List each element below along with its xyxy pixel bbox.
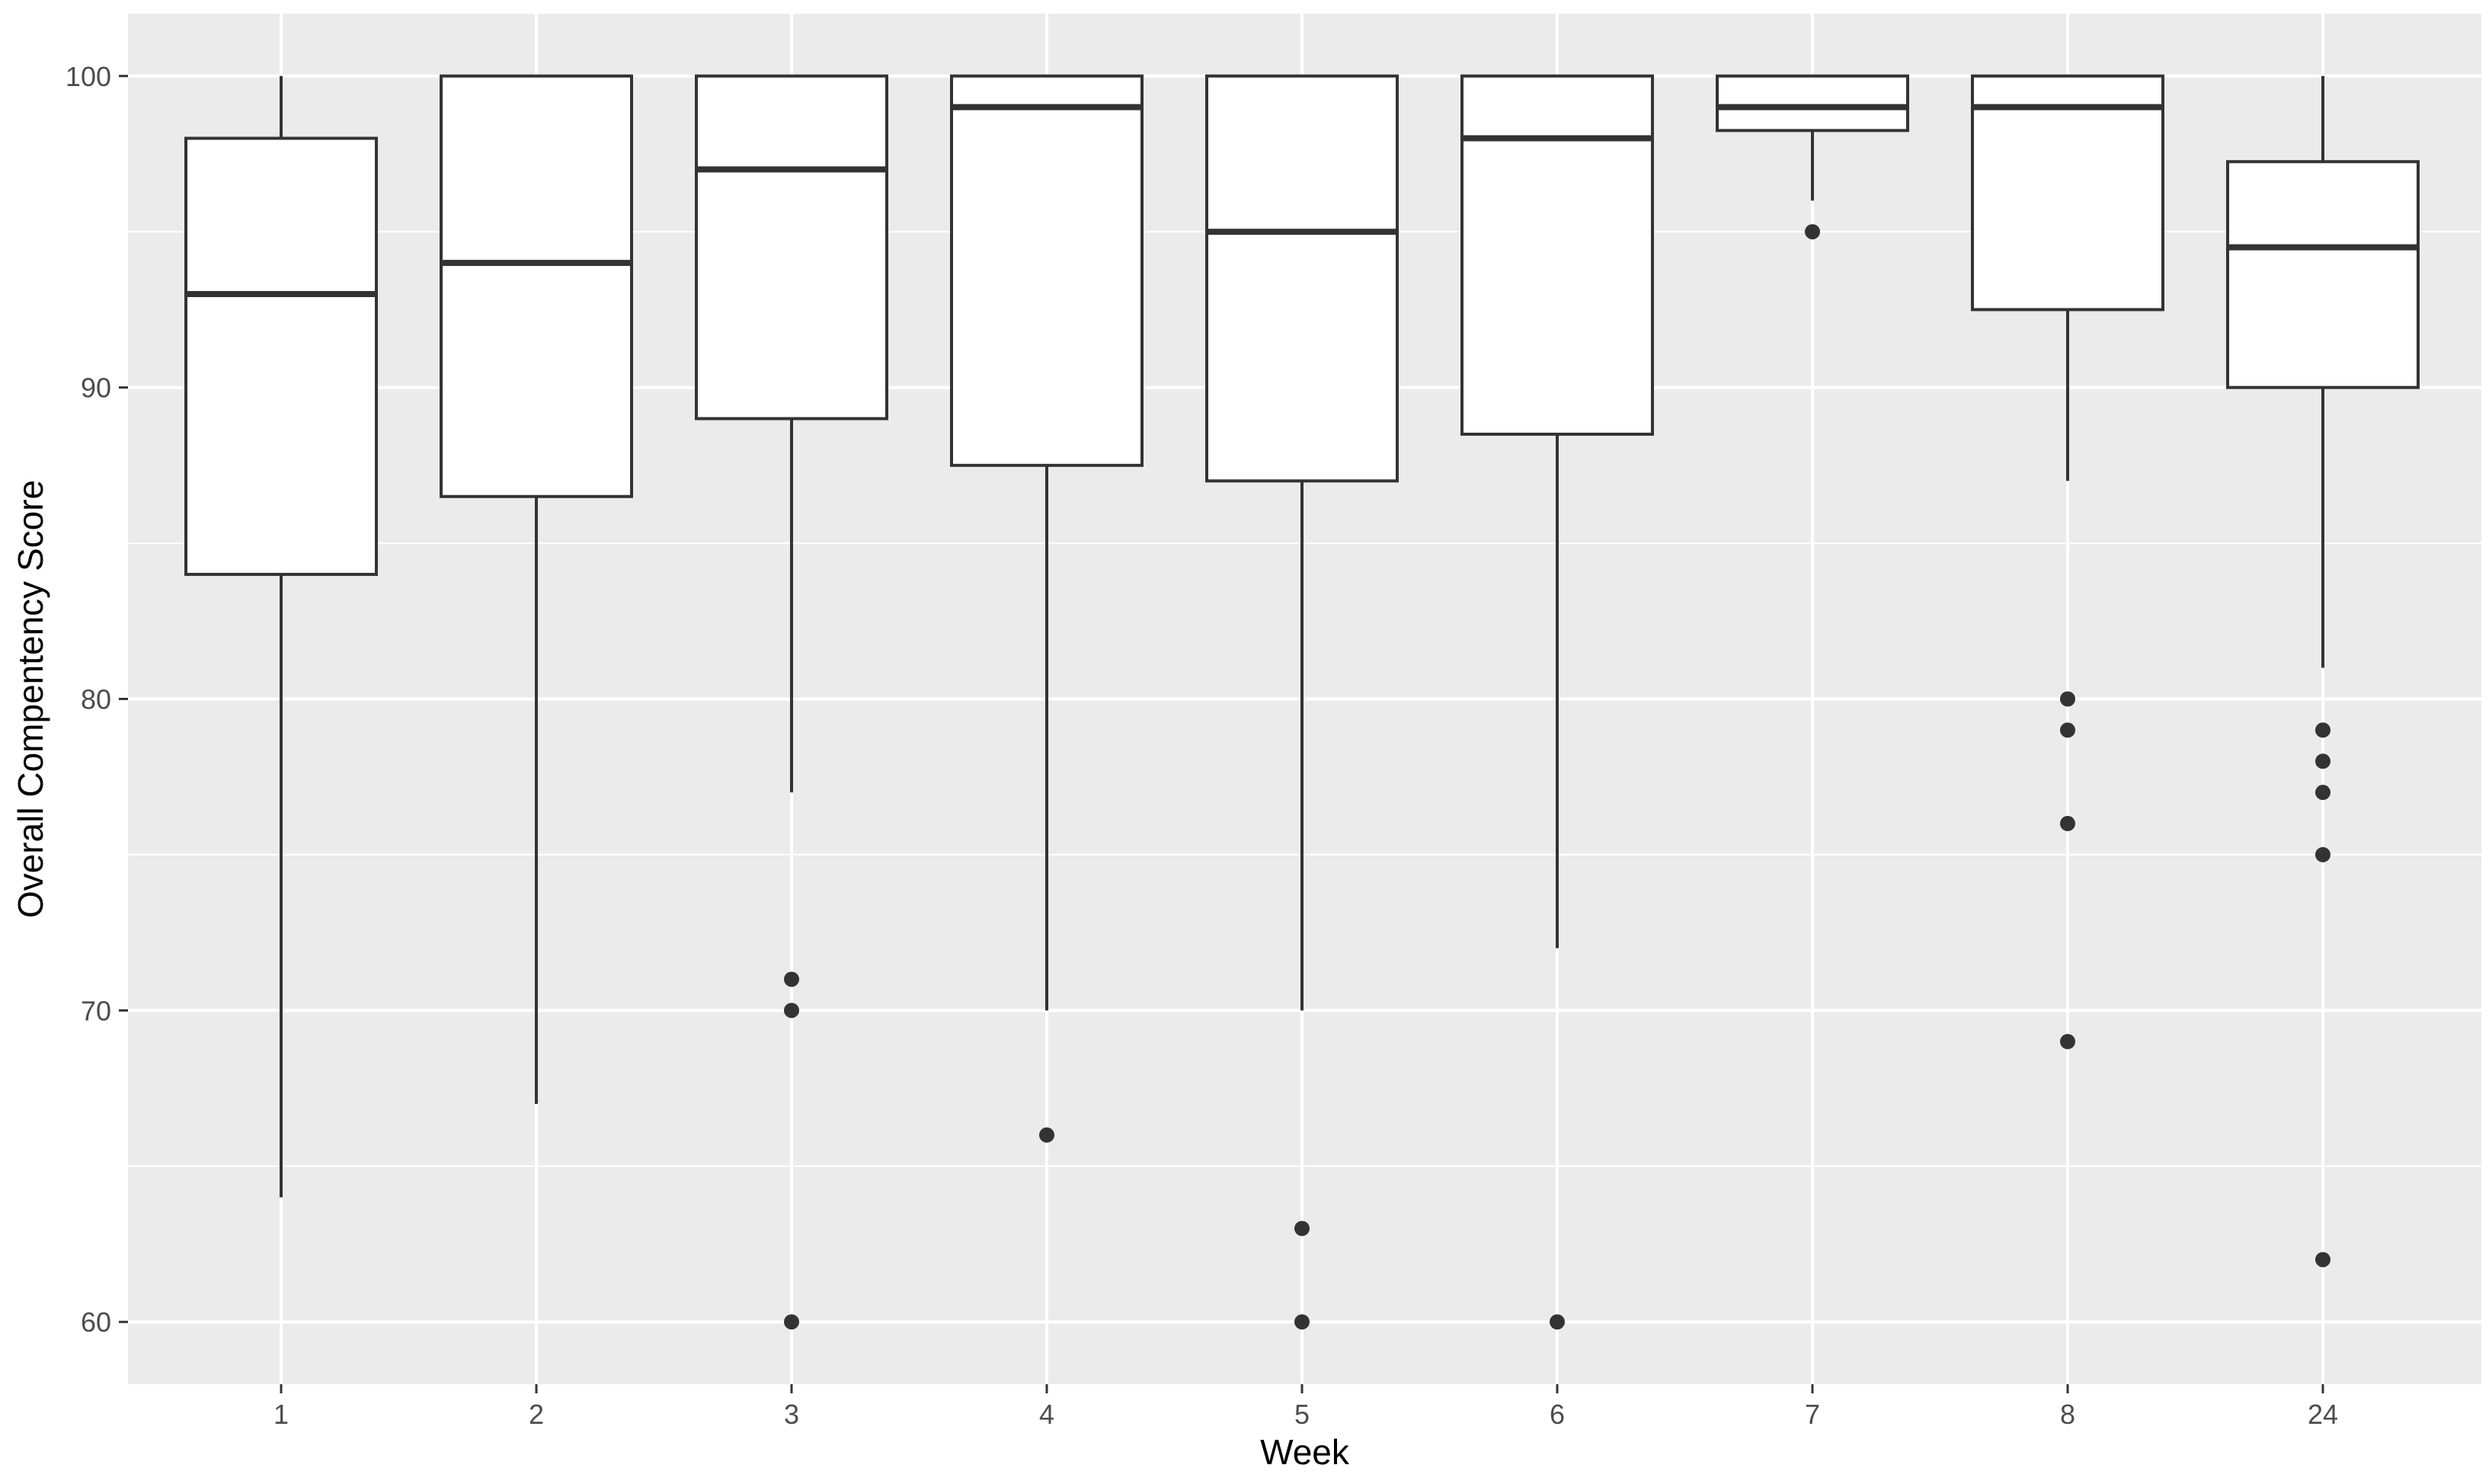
box-group-week-6 (1460, 74, 1654, 1330)
iqr-box (695, 74, 888, 421)
box-group-week-7 (1716, 74, 1909, 240)
outlier-point (2315, 1252, 2330, 1268)
y-tick-label: 100 (66, 61, 111, 92)
x-tick-label: 7 (1805, 1399, 1820, 1430)
outlier-point (1294, 1220, 1310, 1236)
box-group-week-24 (2226, 75, 2420, 1268)
iqr-box (1716, 74, 1909, 133)
x-axis-title: Week (1260, 1432, 1350, 1472)
outlier-point (784, 971, 799, 987)
outlier-point (2060, 691, 2075, 707)
x-tick-label: 3 (784, 1399, 799, 1430)
iqr-box (184, 136, 378, 576)
y-tick-label: 70 (81, 995, 111, 1026)
box-group-week-5 (1205, 74, 1399, 1330)
outlier-point (1550, 1314, 1565, 1330)
x-tick-label: 5 (1294, 1399, 1310, 1430)
outlier-point (2060, 816, 2075, 832)
iqr-box (2226, 160, 2420, 389)
x-tick-label: 8 (2060, 1399, 2075, 1430)
y-tick-label: 90 (81, 373, 111, 404)
iqr-box (440, 74, 633, 498)
outlier-point (2315, 846, 2330, 862)
outlier-point (2315, 753, 2330, 769)
box-group-week-8 (1971, 74, 2164, 1050)
x-tick-label: 1 (274, 1399, 289, 1430)
outlier-point (1294, 1314, 1310, 1330)
y-tick-label: 80 (81, 684, 111, 715)
x-tick-label: 2 (529, 1399, 544, 1430)
outlier-point (784, 1314, 799, 1330)
box-group-week-3 (695, 74, 888, 1330)
outlier-point (2315, 785, 2330, 801)
y-axis-title: Overall Compentency Score (11, 480, 50, 918)
x-tick-label: 24 (2308, 1399, 2338, 1430)
box-group-week-4 (950, 74, 1144, 1143)
iqr-box (1971, 74, 2164, 312)
outlier-point (2060, 722, 2075, 738)
box-group-week-1 (184, 75, 378, 1198)
x-axis: 1 2 3 4 5 6 7 8 24 (274, 1384, 2338, 1430)
y-tick-label: 60 (81, 1306, 111, 1338)
x-tick-label: 4 (1039, 1399, 1054, 1430)
outlier-point (2060, 1034, 2075, 1050)
outlier-point (1039, 1127, 1054, 1143)
outlier-point (2315, 722, 2330, 738)
outlier-point (784, 1003, 799, 1019)
outlier-point (1805, 224, 1820, 240)
x-tick-label: 6 (1550, 1399, 1565, 1430)
box-group-week-2 (440, 74, 633, 1105)
iqr-box (1460, 74, 1654, 436)
y-axis: 60 70 80 90 100 (66, 61, 128, 1338)
iqr-box (950, 74, 1144, 467)
boxes (184, 74, 2420, 1330)
iqr-box (1205, 74, 1399, 483)
